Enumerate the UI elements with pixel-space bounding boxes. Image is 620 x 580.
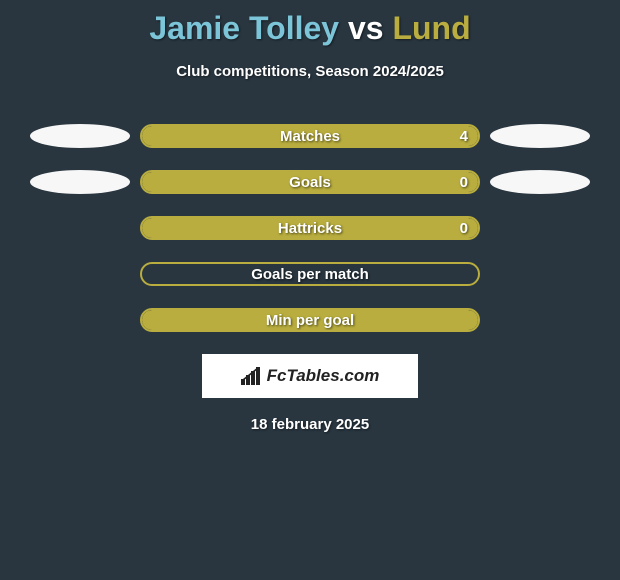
stat-value: 0 [460, 174, 468, 191]
stat-bar: Matches4 [140, 124, 480, 148]
stat-row: Hattricks0 [0, 216, 620, 240]
chart-icon [241, 367, 263, 385]
stat-label: Goals per match [142, 266, 478, 283]
stat-row: Goals per match [0, 262, 620, 286]
right-ellipse [490, 170, 590, 194]
logo-text: FcTables.com [267, 366, 380, 386]
vs-text: vs [348, 10, 384, 46]
stat-label: Hattricks [142, 220, 478, 237]
comparison-rows: Matches4Goals0Hattricks0Goals per matchM… [0, 124, 620, 332]
stat-row: Matches4 [0, 124, 620, 148]
stat-label: Goals [142, 174, 478, 191]
page-title: Jamie Tolley vs Lund [0, 0, 620, 47]
date: 18 february 2025 [0, 416, 620, 433]
stat-label: Matches [142, 128, 478, 145]
stat-label: Min per goal [142, 312, 478, 329]
stat-bar: Min per goal [140, 308, 480, 332]
logo-box: FcTables.com [202, 354, 418, 398]
player2-name: Lund [392, 10, 470, 46]
stat-value: 0 [460, 220, 468, 237]
stat-bar: Hattricks0 [140, 216, 480, 240]
stat-row: Goals0 [0, 170, 620, 194]
stat-row: Min per goal [0, 308, 620, 332]
stat-bar: Goals per match [140, 262, 480, 286]
left-ellipse [30, 170, 130, 194]
right-ellipse [490, 124, 590, 148]
player1-name: Jamie Tolley [149, 10, 339, 46]
stat-bar: Goals0 [140, 170, 480, 194]
stat-value: 4 [460, 128, 468, 145]
subtitle: Club competitions, Season 2024/2025 [0, 63, 620, 80]
left-ellipse [30, 124, 130, 148]
